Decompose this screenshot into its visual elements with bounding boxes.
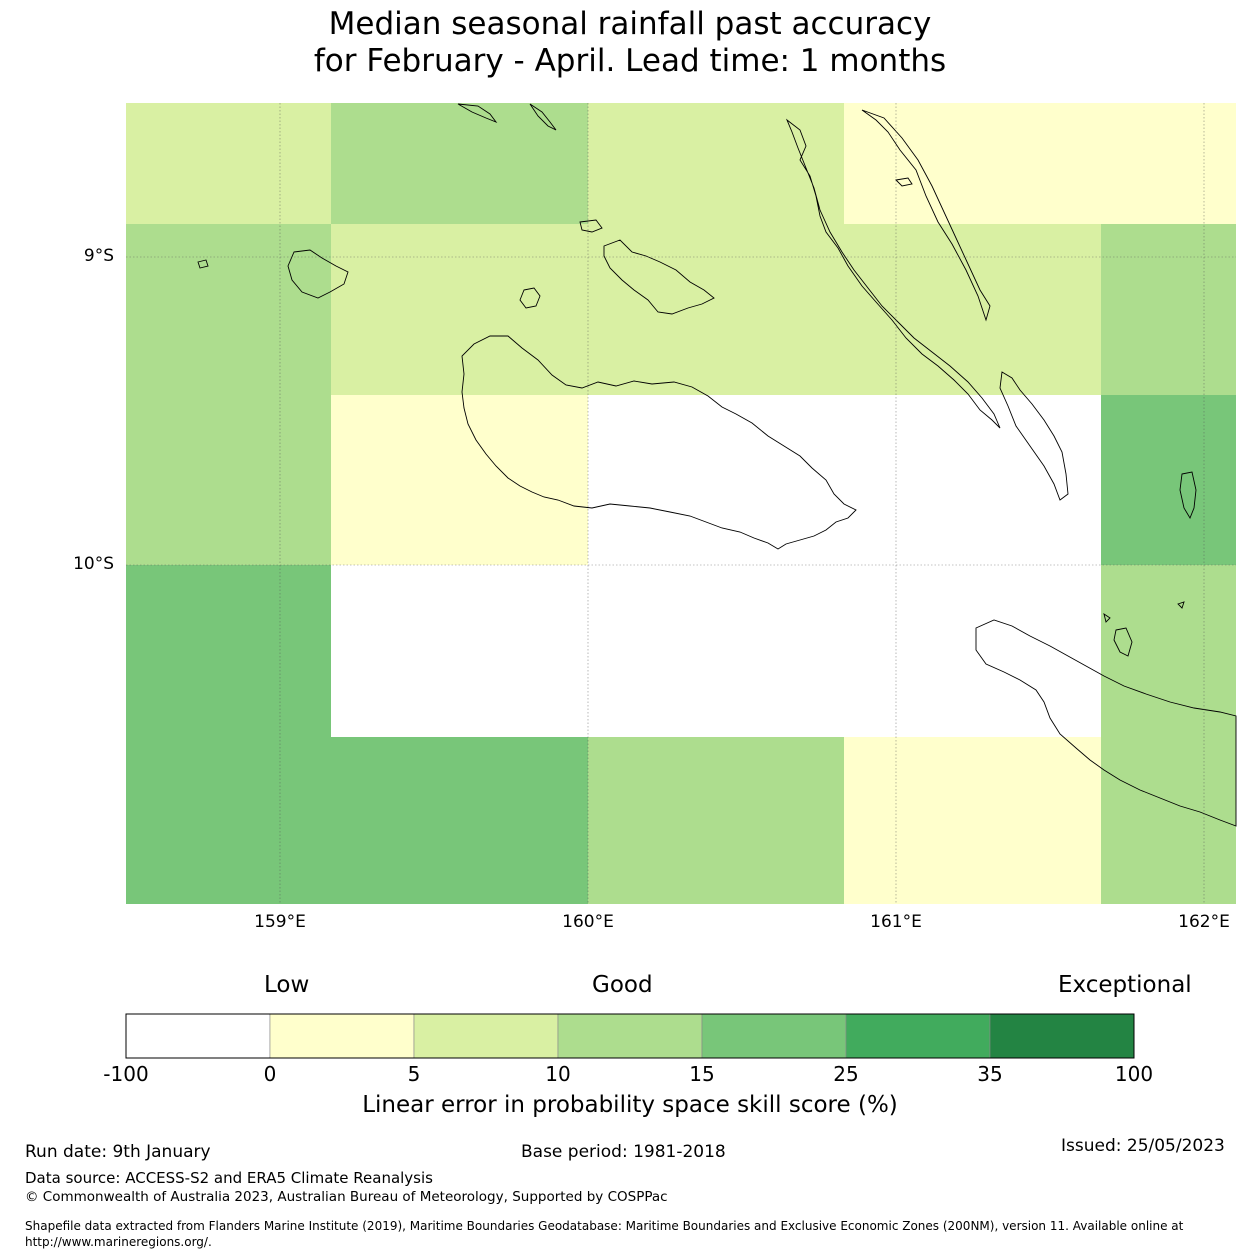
coastline-isabel-tip	[529, 103, 557, 131]
grid-cell	[331, 565, 588, 737]
grid-cell	[588, 224, 844, 395]
lon-label-159e: 159°E	[254, 912, 306, 932]
coastline-malaita	[785, 118, 1001, 429]
base-period: Base period: 1981-2018	[521, 1142, 726, 1162]
colorbar-low-label: Low	[264, 972, 310, 998]
colorbar-tick: -100	[103, 1062, 149, 1086]
coastline-west-islet	[197, 259, 209, 269]
colorbar-segment	[701, 1013, 847, 1059]
coastline-north-islands	[457, 103, 498, 124]
colorbar-segment	[125, 1013, 271, 1059]
lat-label-10s: 10°S	[73, 554, 114, 574]
grid-cell	[1101, 103, 1236, 224]
shapefile-credit-line-1: Shapefile data extracted from Flanders M…	[25, 1219, 1184, 1233]
colorbar-tick: 0	[263, 1062, 277, 1086]
graticule	[126, 103, 1236, 904]
grid-cell	[588, 737, 844, 904]
lat-label-9s: 9°S	[83, 246, 114, 266]
title-line-1: Median seasonal rainfall past accuracy	[328, 6, 932, 42]
grid-cell	[588, 103, 844, 224]
coastline-maramasike	[999, 371, 1069, 501]
grid-cell	[1101, 737, 1236, 904]
coastline-small-islet-2	[1103, 612, 1111, 623]
coastline-reef-islet	[895, 177, 913, 187]
grid-cell	[126, 565, 331, 737]
issued-date: Issued: 25/05/2023	[1061, 1136, 1225, 1156]
grid-cell	[126, 224, 331, 395]
grid-cell	[331, 737, 588, 904]
grid-cell	[844, 737, 1101, 904]
colorbar-exceptional-label: Exceptional	[1058, 972, 1192, 998]
colorbar-tick: 35	[977, 1062, 1003, 1086]
grid-cell	[1101, 395, 1236, 565]
chart-title: Median seasonal rainfall past accuracy f…	[0, 6, 1260, 80]
colorbar-segment	[845, 1013, 991, 1059]
colorbar-frame	[125, 1013, 1135, 1059]
coastline-savo	[519, 287, 541, 309]
title-line-2: for February - April. Lead time: 1 month…	[313, 43, 947, 79]
grid-cell	[844, 565, 1101, 737]
coastline-russell-islands	[287, 249, 349, 299]
lon-label-160e: 160°E	[562, 912, 614, 932]
coastline-small-islet-1	[1177, 601, 1185, 609]
grid-cell	[1101, 565, 1236, 737]
grid-cell	[126, 103, 331, 224]
colorbar-tick: 15	[689, 1062, 715, 1086]
colorbar-tick: 10	[545, 1062, 571, 1086]
colorbar-tick: 25	[833, 1062, 859, 1086]
colorbar-title: Linear error in probability space skill …	[362, 1092, 898, 1118]
shapefile-credit-line-2: http://www.marineregions.org/.	[25, 1235, 212, 1249]
coastline-ulawa	[1179, 471, 1197, 520]
grid-cell	[126, 395, 331, 565]
grid-cell	[588, 395, 844, 565]
coastline-ugi	[1113, 627, 1133, 657]
colorbar-tick: 5	[407, 1062, 421, 1086]
colorbar-segment	[557, 1013, 703, 1059]
lon-label-162e: 162°E	[1178, 912, 1230, 932]
coastline-makira	[975, 619, 1237, 827]
colorbar-tick: 100	[1114, 1062, 1154, 1086]
colorbar-segment	[413, 1013, 559, 1059]
grid-cell	[588, 565, 844, 737]
data-source: Data source: ACCESS-S2 and ERA5 Climate …	[25, 1169, 433, 1187]
colorbar-segment	[269, 1013, 415, 1059]
grid-cell	[844, 395, 1101, 565]
coastline-guadalcanal	[461, 335, 857, 550]
run-date: Run date: 9th January	[25, 1142, 211, 1162]
grid-cell	[844, 224, 1101, 395]
grid-cell	[844, 103, 1101, 224]
colorbar-good-label: Good	[592, 972, 653, 998]
skill-grid	[126, 103, 1236, 904]
coastline-north-malaita	[861, 109, 991, 322]
colorbar-segment	[989, 1013, 1135, 1059]
colorbar	[125, 1013, 1135, 1059]
grid-cell	[1101, 224, 1236, 395]
coastline-florida-islands	[603, 239, 715, 315]
lon-label-161e: 161°E	[870, 912, 922, 932]
coastlines	[197, 103, 1237, 827]
grid-cell	[331, 224, 588, 395]
coastline-nggela-north	[579, 219, 603, 233]
grid-cell	[126, 737, 331, 904]
copyright: © Commonwealth of Australia 2023, Austra…	[25, 1189, 668, 1205]
grid-cell	[331, 395, 588, 565]
